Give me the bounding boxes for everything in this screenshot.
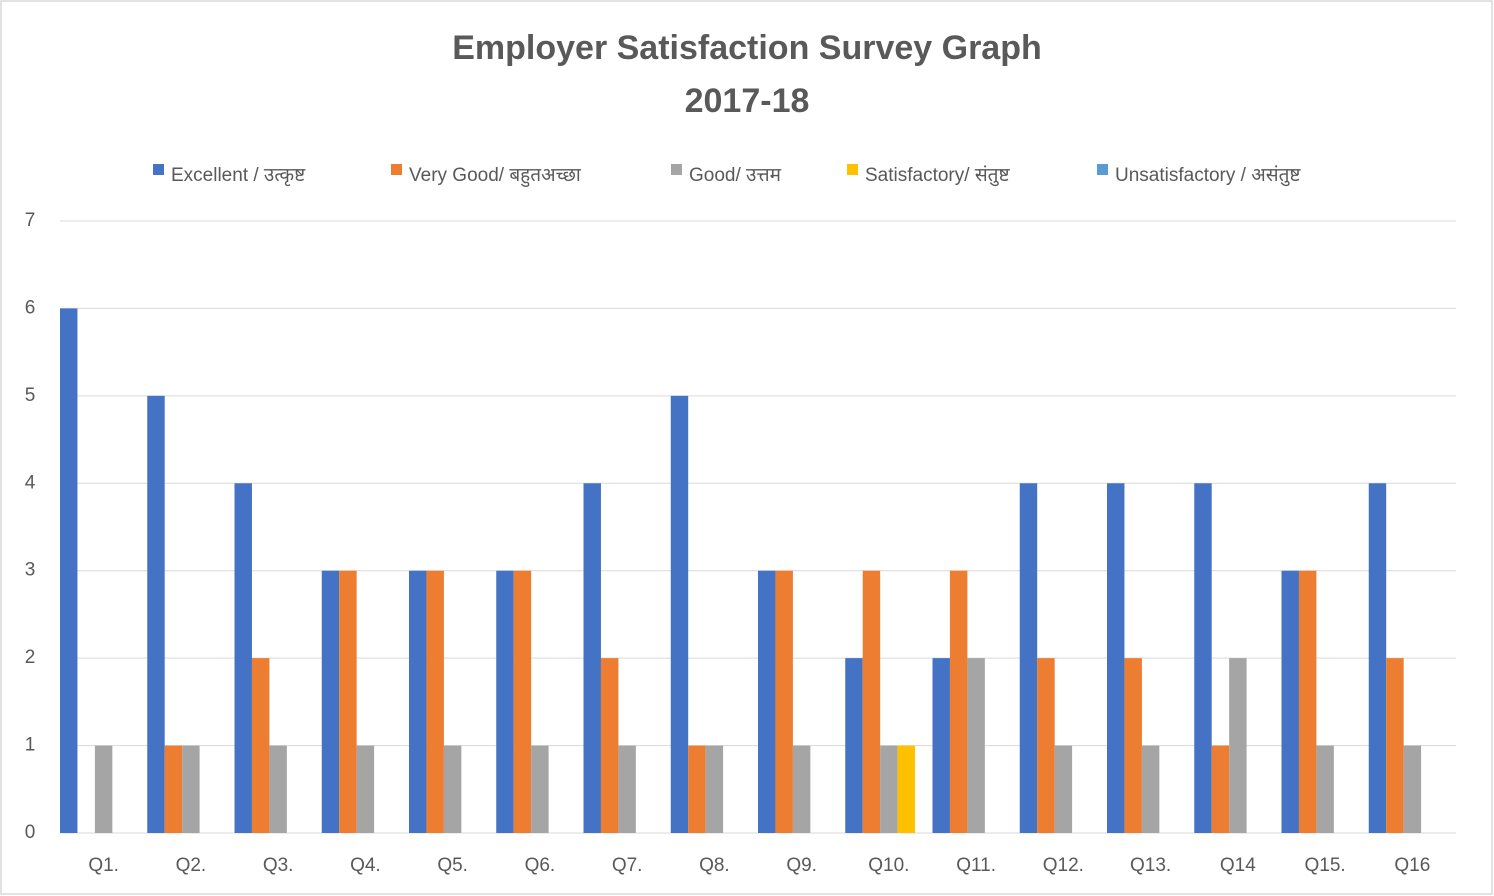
bar bbox=[356, 745, 375, 833]
bar bbox=[1141, 745, 1160, 833]
bar bbox=[758, 570, 776, 833]
x-tick-label: Q10. bbox=[868, 855, 909, 876]
legend-swatch bbox=[153, 164, 164, 175]
y-tick-label: 2 bbox=[25, 647, 36, 668]
bar bbox=[251, 658, 270, 833]
x-tick-label: Q1. bbox=[88, 855, 119, 876]
bar bbox=[234, 483, 252, 833]
y-tick-label: 7 bbox=[25, 210, 36, 231]
x-tick-label: Q14 bbox=[1220, 855, 1256, 876]
bar bbox=[949, 570, 968, 833]
bar bbox=[583, 483, 601, 833]
chart-subtitle: 2017-18 bbox=[685, 82, 810, 120]
bar bbox=[443, 745, 462, 833]
legend-swatch bbox=[391, 164, 402, 175]
y-tick-label: 5 bbox=[25, 385, 36, 406]
bar bbox=[618, 745, 636, 833]
x-tick-label: Q4. bbox=[350, 855, 381, 876]
bar bbox=[880, 745, 898, 833]
chart-title: Employer Satisfaction Survey Graph bbox=[452, 29, 1042, 67]
x-tick-label: Q12. bbox=[1043, 855, 1084, 876]
y-tick-label: 1 bbox=[25, 735, 36, 756]
bar bbox=[1037, 658, 1055, 833]
x-tick-label: Q11. bbox=[956, 855, 996, 876]
x-tick-label: Q6. bbox=[525, 855, 556, 876]
x-tick-label: Q7. bbox=[612, 855, 643, 876]
x-tick-label: Q9. bbox=[786, 855, 817, 876]
bar bbox=[339, 570, 357, 833]
legend-label: Satisfactory/ संतुष्ट bbox=[865, 165, 1010, 187]
x-tick-label: Q13. bbox=[1130, 855, 1171, 876]
x-tick-label: Q15. bbox=[1305, 855, 1346, 876]
legend-swatch bbox=[671, 164, 682, 175]
legend-label: Unsatisfactory / असंतुष्ट bbox=[1115, 165, 1301, 187]
x-tick-label: Q3. bbox=[263, 855, 294, 876]
bar bbox=[670, 395, 689, 833]
y-tick-label: 4 bbox=[25, 472, 36, 493]
bar bbox=[775, 570, 793, 833]
bar bbox=[1386, 658, 1404, 833]
bar bbox=[94, 745, 113, 833]
bar bbox=[1281, 570, 1299, 833]
bar bbox=[1298, 570, 1317, 833]
x-tick-label: Q8. bbox=[699, 855, 730, 876]
bar bbox=[1368, 483, 1387, 833]
bar bbox=[932, 658, 950, 833]
bar bbox=[1124, 658, 1142, 833]
bar bbox=[705, 745, 724, 833]
y-tick-label: 3 bbox=[25, 560, 36, 581]
bar bbox=[862, 570, 881, 833]
legend-swatch bbox=[1097, 164, 1108, 175]
bar bbox=[600, 658, 619, 833]
bar bbox=[792, 745, 811, 833]
bar bbox=[897, 745, 916, 833]
y-tick-label: 0 bbox=[25, 822, 36, 843]
legend-label: Good/ उत्तम bbox=[689, 165, 782, 186]
x-tick-label: Q5. bbox=[437, 855, 468, 876]
bar bbox=[269, 745, 287, 833]
legend-label: Very Good/ बहुतअच्छा bbox=[409, 165, 582, 188]
bar bbox=[321, 570, 340, 833]
bar bbox=[1229, 658, 1247, 833]
x-tick-label: Q16 bbox=[1394, 855, 1430, 876]
bar bbox=[1316, 745, 1334, 833]
legend-label: Excellent / उत्कृष्ट bbox=[171, 165, 306, 187]
bar bbox=[1403, 745, 1422, 833]
bar bbox=[688, 745, 706, 833]
bar bbox=[513, 570, 532, 833]
bar bbox=[496, 570, 514, 833]
y-tick-label: 6 bbox=[25, 297, 36, 318]
legend-swatch bbox=[847, 164, 858, 175]
bar bbox=[1194, 483, 1212, 833]
bar bbox=[147, 395, 165, 833]
bar bbox=[1107, 483, 1125, 833]
bar bbox=[967, 658, 985, 833]
bar bbox=[845, 658, 863, 833]
bar bbox=[409, 570, 427, 833]
bar bbox=[182, 745, 200, 833]
bar bbox=[164, 745, 183, 833]
bar bbox=[531, 745, 549, 833]
x-tick-label: Q2. bbox=[176, 855, 207, 876]
bar bbox=[60, 308, 78, 833]
bar bbox=[1054, 745, 1073, 833]
bar bbox=[1211, 745, 1230, 833]
bar bbox=[426, 570, 444, 833]
bar bbox=[1019, 483, 1038, 833]
